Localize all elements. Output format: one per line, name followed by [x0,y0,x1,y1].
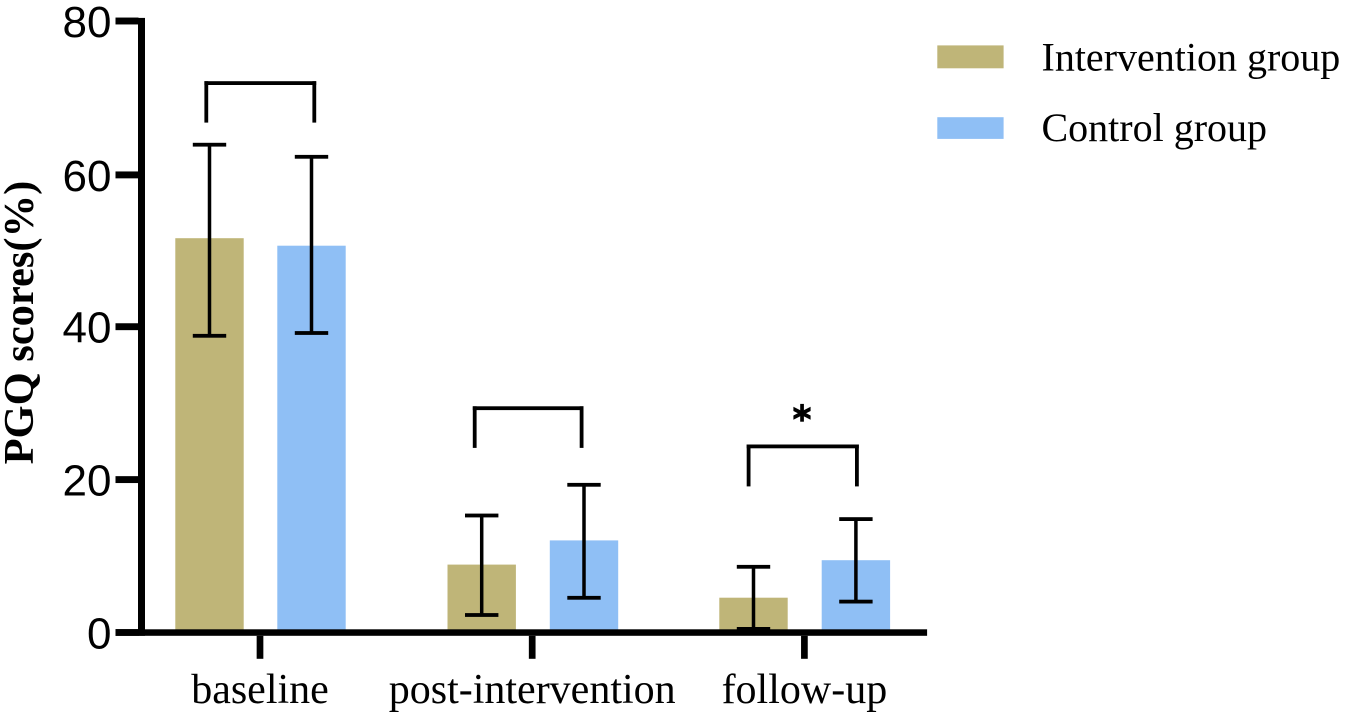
svg-text:40: 40 [63,304,112,353]
svg-text:follow-up: follow-up [722,667,888,713]
svg-text:post-intervention: post-intervention [389,667,676,713]
svg-text:baseline: baseline [191,667,329,713]
svg-text:0: 0 [87,610,111,659]
svg-text:20: 20 [63,457,112,506]
svg-text:60: 60 [63,152,112,201]
svg-text:Intervention group: Intervention group [1042,35,1341,80]
svg-text:PGQ scores(%): PGQ scores(%) [0,181,43,465]
svg-text:80: 80 [63,0,112,47]
svg-text:Control group: Control group [1042,105,1268,150]
